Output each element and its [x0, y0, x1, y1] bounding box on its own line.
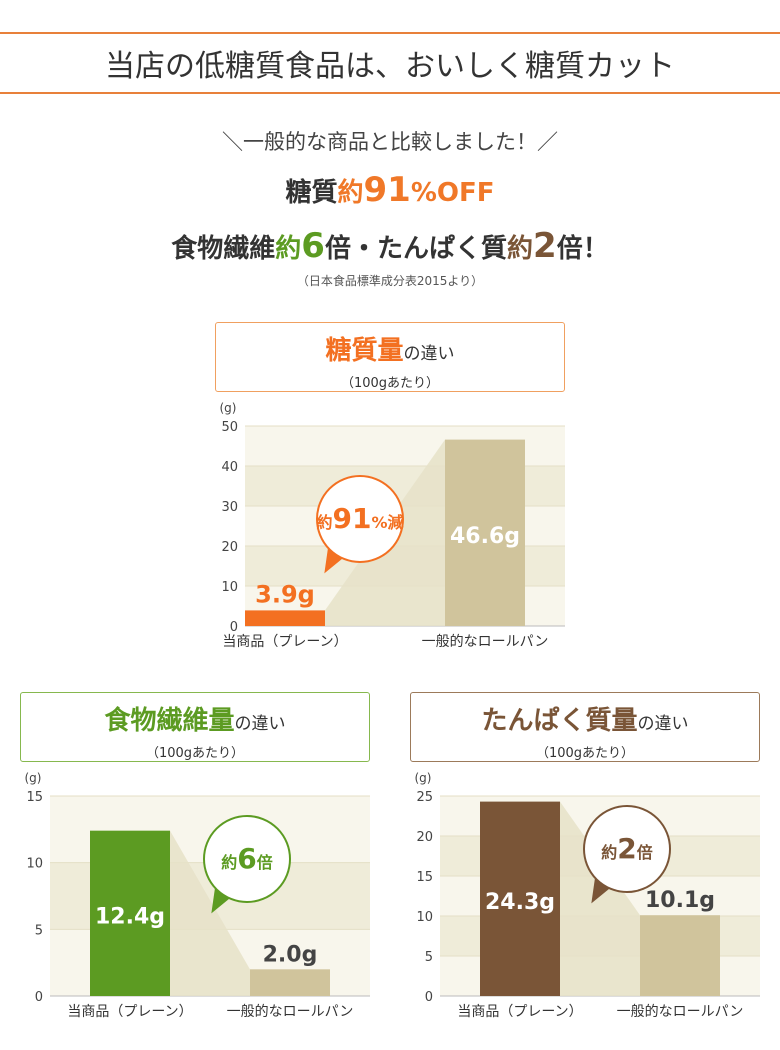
bar-value-label: 10.1g — [645, 888, 715, 913]
headline-text: 倍 — [556, 234, 583, 264]
bar — [640, 915, 720, 996]
badge-text-part: 約 — [221, 853, 237, 872]
x-category-label: 一般的なロールパン — [227, 1004, 354, 1020]
headline-text: ・たんぱく — [350, 234, 481, 264]
y-tick-label: 20 — [416, 830, 433, 845]
panel-title-text: 糖質量 — [325, 336, 404, 366]
bar-value-label: 2.0g — [263, 942, 318, 967]
protein-panel-title-box: たんぱく質量の違い （100gあたり） — [410, 692, 760, 762]
badge-text-part: 6 — [237, 842, 256, 875]
y-unit-label: (g) — [415, 771, 432, 785]
headline-text: 質 — [481, 234, 508, 264]
badge-text-part: 倍 — [637, 843, 653, 862]
y-tick-label: 20 — [221, 540, 238, 555]
bar — [250, 969, 330, 996]
x-category-label: 当商品（プレーン） — [457, 1004, 582, 1020]
bar-value-label: 46.6g — [450, 524, 520, 549]
bar — [245, 610, 325, 626]
protein-panel-subtitle: （100gあたり） — [535, 746, 635, 761]
sugar-panel-title-box: 糖質量の違い （100gあたり） — [215, 322, 565, 392]
bar-value-label: 3.9g — [255, 580, 315, 608]
y-tick-label: 10 — [416, 910, 433, 925]
y-tick-label: 15 — [416, 870, 433, 885]
badge-circle — [203, 815, 291, 903]
panel-title-suffix: の違い — [234, 714, 286, 734]
y-tick-label: 0 — [35, 990, 43, 1005]
badge-label: 約2倍 — [601, 832, 653, 865]
sugar-panel-title: 糖質量の違い — [216, 335, 564, 370]
y-tick-label: 0 — [230, 620, 238, 635]
y-tick-label: 10 — [26, 857, 43, 872]
comparison-shade — [560, 801, 640, 996]
headline-text: 約 — [275, 234, 302, 264]
headline-number: 6 — [301, 226, 325, 266]
headline-text: 食物繊維 — [171, 234, 276, 264]
fiber-panel-subtitle: （100gあたり） — [145, 746, 245, 761]
headline-text: ！ — [582, 234, 609, 264]
compare-caption: ＼一般的な商品と比較しました！／ — [222, 130, 558, 154]
y-tick-label: 5 — [35, 923, 43, 938]
y-tick-label: 5 — [425, 950, 433, 965]
y-tick-label: 30 — [221, 500, 238, 515]
panel-title-suffix: の違い — [403, 344, 455, 364]
page-banner: 当店の低糖質食品は、おいしく糖質カット — [0, 32, 780, 94]
banner-title: 当店の低糖質食品は、おいしく糖質カット — [105, 49, 675, 84]
sugar-panel-subtitle: （100gあたり） — [340, 376, 440, 391]
y-unit-label: (g) — [220, 401, 237, 415]
y-unit-label: (g) — [25, 771, 42, 785]
badge-circle — [316, 475, 404, 563]
headline-text: 糖質 — [285, 178, 338, 208]
bar — [480, 801, 560, 996]
y-tick-label: 15 — [26, 790, 43, 805]
bar — [445, 439, 525, 626]
y-tick-label: 25 — [416, 790, 433, 805]
x-category-label: 一般的なロールパン — [617, 1004, 744, 1020]
y-tick-label: 0 — [425, 990, 433, 1005]
fiber-protein-headline: 食物繊維約6倍・たんぱく質約2倍！ — [0, 226, 780, 266]
badge-label: 約91%減 — [316, 502, 403, 535]
fiber-panel-title-box: 食物繊維量の違い （100gあたり） — [20, 692, 370, 762]
panel-title-text: 食物繊維量 — [104, 706, 235, 736]
headline-number: 91 — [363, 170, 411, 210]
badge-text-part: 2 — [617, 832, 636, 865]
fiber-panel-title: 食物繊維量の違い — [21, 705, 369, 740]
badge-label: 約6倍 — [221, 842, 273, 875]
bar — [90, 830, 170, 996]
badge-text-part: 倍 — [257, 853, 273, 872]
panel-title-suffix: の違い — [637, 714, 689, 734]
panel-title-text: たんぱく質量 — [481, 706, 638, 736]
headline-text: 約 — [337, 178, 364, 208]
y-tick-label: 10 — [221, 580, 238, 595]
y-tick-label: 50 — [221, 420, 238, 435]
headline-text: %OFF — [410, 178, 495, 208]
source-note: （日本食品標準成分表2015より） — [296, 274, 484, 288]
bar-value-label: 12.4g — [95, 904, 165, 929]
comparison-shade — [170, 830, 250, 996]
sugar-off-headline: 糖質約91%OFF — [0, 170, 780, 210]
y-tick-label: 40 — [221, 460, 238, 475]
x-category-label: 当商品（プレーン） — [67, 1004, 192, 1020]
badge-text-part: %減 — [371, 513, 403, 532]
badge-text-part: 91 — [333, 502, 372, 535]
bar-value-label: 24.3g — [485, 890, 555, 915]
x-category-label: 当商品（プレーン） — [222, 634, 347, 650]
headline-text: 約 — [507, 234, 534, 264]
protein-panel-title: たんぱく質量の違い — [411, 705, 759, 740]
x-category-label: 一般的なロールパン — [422, 634, 549, 650]
headline-number: 2 — [533, 226, 557, 266]
headline-text: 倍 — [324, 234, 351, 264]
badge-text-part: 約 — [601, 843, 617, 862]
badge-circle — [583, 805, 671, 893]
badge-text-part: 約 — [316, 513, 332, 532]
